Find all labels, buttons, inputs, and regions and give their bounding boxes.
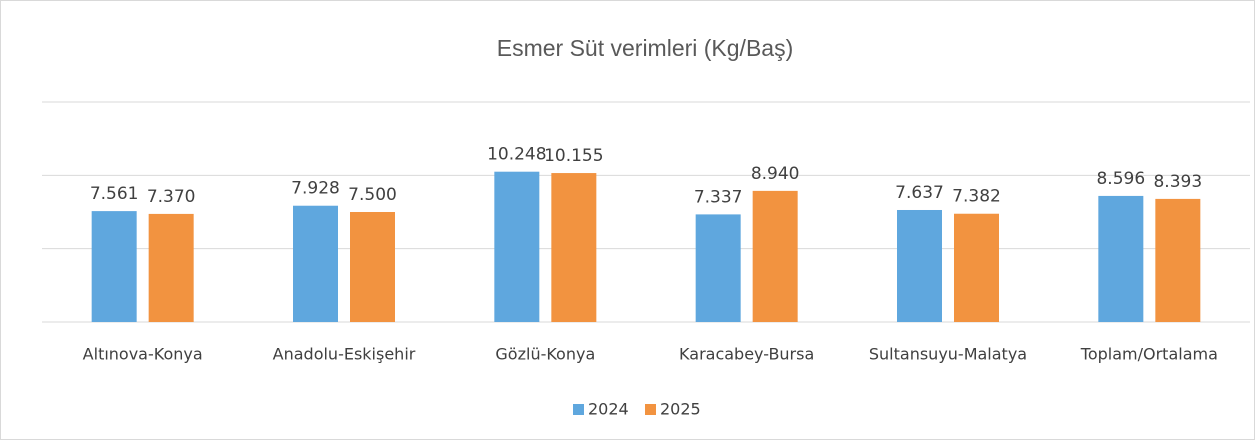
value-label: 10.248 <box>487 145 546 165</box>
value-label: 7.370 <box>147 187 196 207</box>
value-label: 7.382 <box>952 187 1001 207</box>
bar <box>1155 198 1201 322</box>
bar <box>293 205 338 322</box>
bar <box>350 212 395 322</box>
x-tick-label: Gözlü-Konya <box>495 345 595 364</box>
legend-label: 2025 <box>660 400 701 419</box>
bar <box>148 213 194 322</box>
legend-swatch <box>645 404 656 415</box>
value-label: 7.500 <box>348 185 397 205</box>
bar <box>1098 195 1144 322</box>
value-label: 7.637 <box>895 183 944 203</box>
value-label: 7.928 <box>291 179 340 199</box>
legend-swatch <box>573 404 584 415</box>
x-tick-label: Altınova-Konya <box>83 345 203 364</box>
value-label: 7.337 <box>694 187 743 207</box>
chart-title: Esmer Süt verimleri (Kg/Baş) <box>497 35 794 61</box>
value-label: 8.393 <box>1153 172 1202 192</box>
value-label: 8.940 <box>751 164 800 184</box>
x-tick-label: Karacabey-Bursa <box>679 345 814 364</box>
value-label: 10.155 <box>544 146 603 166</box>
bar <box>954 213 999 322</box>
bar <box>695 214 741 322</box>
value-label: 7.561 <box>90 184 139 204</box>
bar <box>494 171 540 322</box>
bar <box>551 173 597 322</box>
legend-label: 2024 <box>588 400 629 419</box>
bar <box>91 211 137 322</box>
bar <box>897 209 942 322</box>
x-tick-label: Toplam/Ortalama <box>1080 345 1218 364</box>
bar <box>752 190 798 322</box>
x-tick-label: Anadolu-Eskişehir <box>273 345 416 364</box>
x-tick-label: Sultansuyu-Malatya <box>869 345 1027 364</box>
value-label: 8.596 <box>1096 169 1145 189</box>
